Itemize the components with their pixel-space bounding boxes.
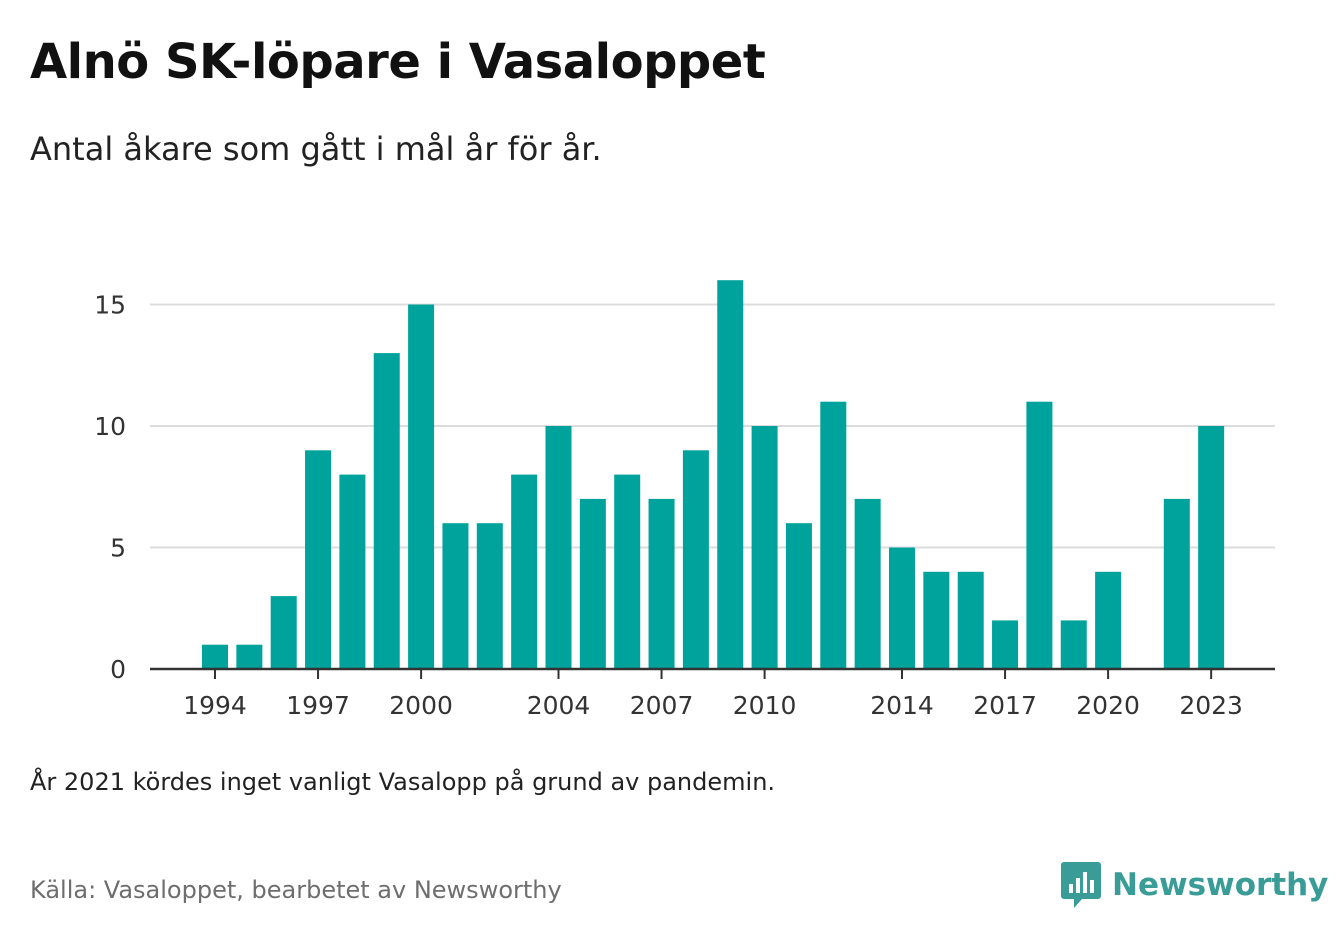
bar-2019 [1060, 620, 1087, 669]
bar-2008 [682, 450, 709, 669]
bar-2009 [717, 280, 744, 669]
bar-2000 [408, 304, 435, 669]
bar-2013 [854, 498, 881, 669]
y-tick-label: 10 [94, 412, 126, 441]
newsworthy-brand: Newsworthy [1060, 860, 1328, 910]
bar-2014 [889, 547, 915, 669]
bar-2012 [820, 401, 847, 669]
bar-2011 [785, 523, 812, 669]
bar-1997 [305, 450, 332, 669]
brand-name: Newsworthy [1112, 867, 1329, 903]
bar-2017 [992, 620, 1019, 669]
bar-2002 [476, 523, 503, 669]
y-tick-label: 5 [110, 534, 126, 563]
x-tick-label: 2014 [870, 691, 934, 720]
x-tick-label: 2017 [973, 691, 1037, 720]
bar-1999 [373, 353, 400, 669]
bar-1994 [202, 644, 228, 669]
bar-2018 [1026, 401, 1053, 669]
y-tick-label: 15 [94, 291, 126, 320]
x-tick-label: 2010 [733, 691, 797, 720]
bar-2015 [923, 571, 950, 669]
y-tick-label: 0 [110, 655, 126, 684]
x-tick-label: 2000 [389, 691, 453, 720]
gridlines [150, 303, 1275, 549]
bar-2007 [648, 498, 675, 669]
bar-2010 [751, 426, 778, 669]
bar-2004 [545, 426, 572, 669]
chart-title: Alnö SK-löpare i Vasaloppet [30, 34, 766, 90]
bar-2020 [1095, 571, 1122, 669]
bar-2005 [579, 498, 606, 669]
chart-footnote: År 2021 kördes inget vanligt Vasalopp på… [30, 768, 776, 796]
axes: 0 5 10 15 1994 1997 2000 2004 2007 2010 2014 2017 20… [94, 291, 1275, 720]
newsworthy-logo-icon [1061, 862, 1101, 908]
bar-1998 [339, 474, 366, 669]
bar-2003 [511, 474, 538, 669]
x-tick-label: 1997 [286, 691, 350, 720]
source-credit: Källa: Vasaloppet, bearbetet av Newswort… [30, 876, 562, 904]
bar-chart: 0 5 10 15 1994 1997 2000 2004 2007 2010 2014 2017 20… [94, 280, 1275, 720]
x-tick-label: 1994 [183, 691, 247, 720]
bar-1996 [270, 596, 297, 669]
bar-2023 [1198, 426, 1225, 669]
bar-2022 [1163, 498, 1190, 669]
x-tick-label: 2023 [1179, 691, 1243, 720]
bar-1995 [236, 644, 263, 669]
bars [202, 280, 1225, 669]
x-tick-label: 2020 [1076, 691, 1140, 720]
bar-2006 [614, 474, 641, 669]
bar-2016 [957, 571, 984, 669]
chart-subtitle: Antal åkare som gått i mål år för år. [30, 130, 602, 168]
x-tick-label: 2007 [630, 691, 694, 720]
bar-2001 [442, 523, 469, 669]
x-tick-label: 2004 [527, 691, 591, 720]
